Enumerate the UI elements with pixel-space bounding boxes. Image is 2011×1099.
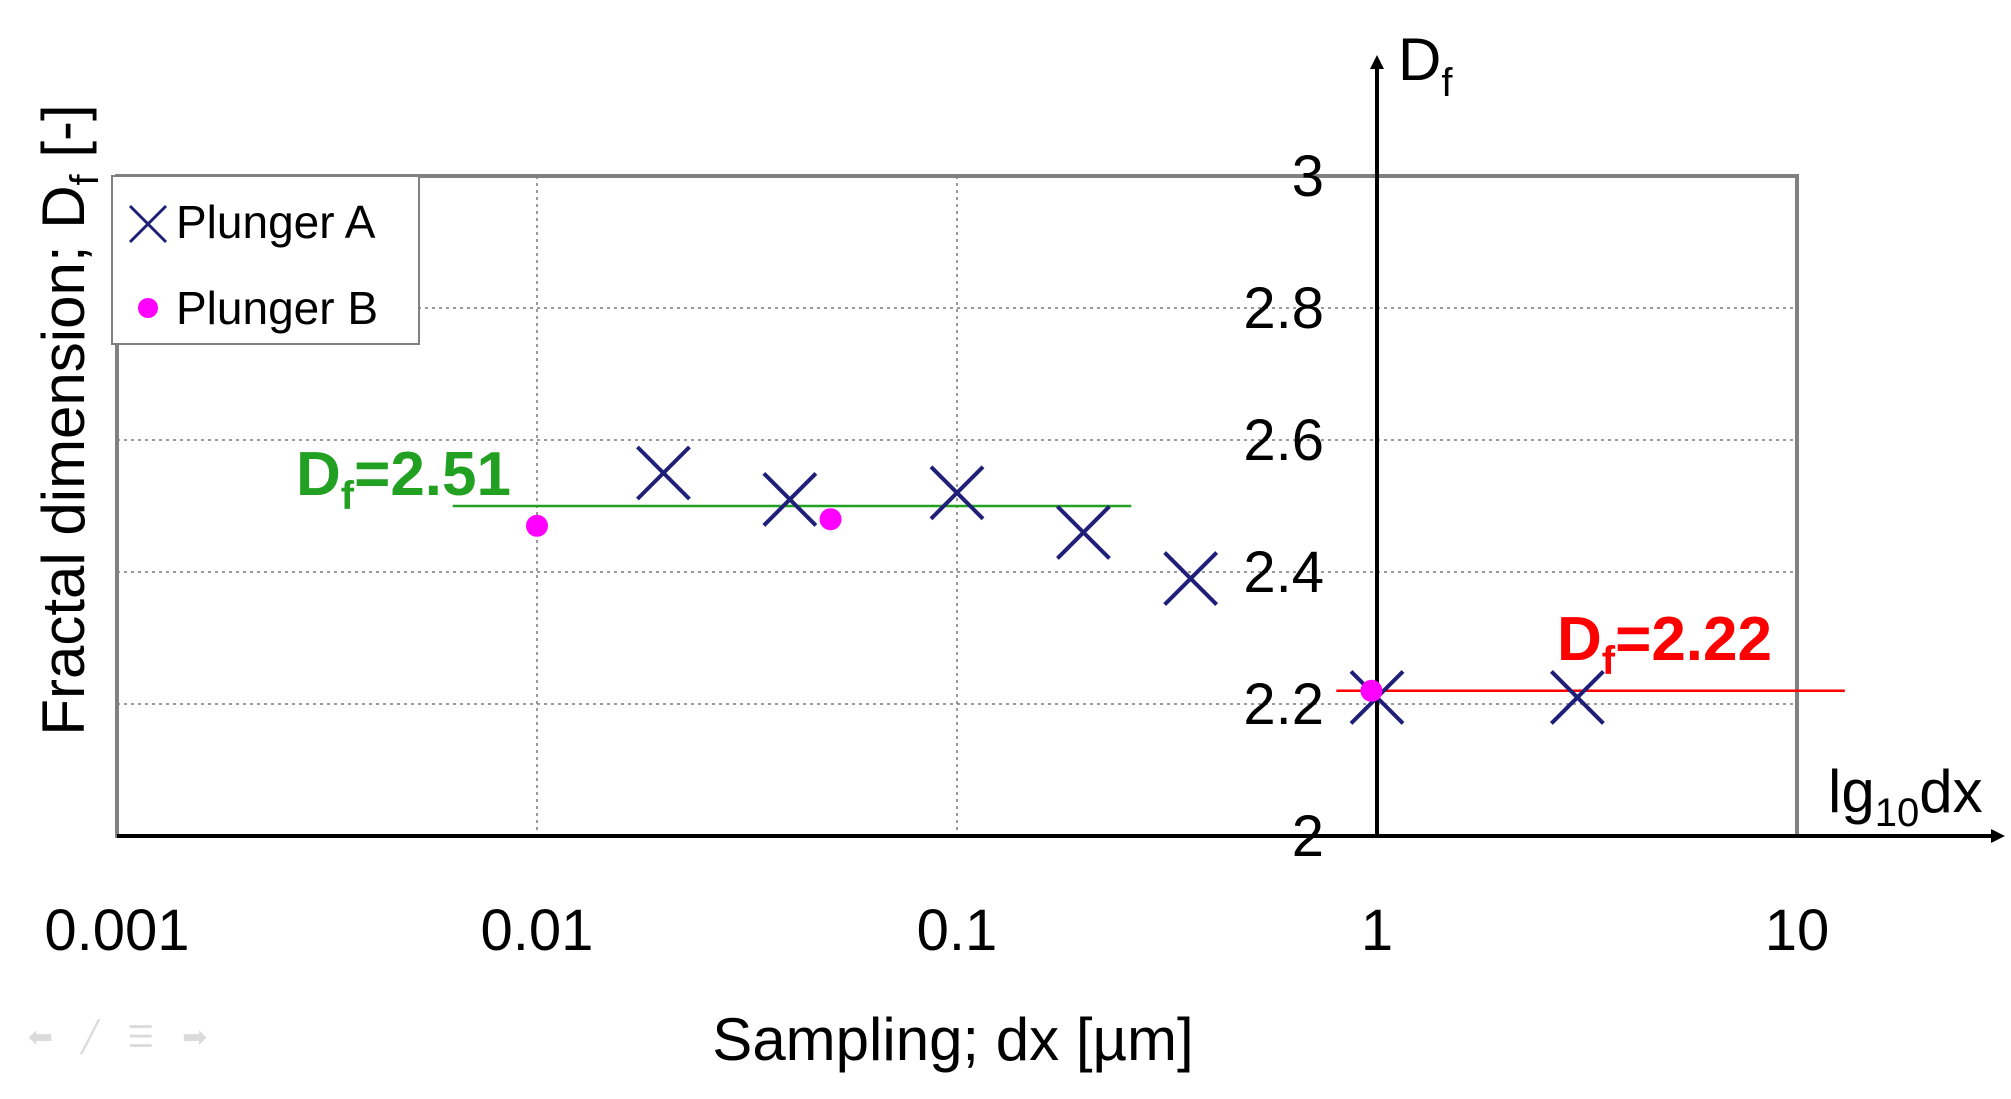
inner-y-axis-label: Df	[1398, 26, 1453, 105]
legend-label-plunger-a: Plunger A	[176, 196, 376, 248]
plunger-a-point	[1056, 504, 1111, 560]
plunger-a-point	[636, 445, 691, 501]
y-tick-label: 2.8	[1243, 276, 1324, 341]
pen-icon[interactable]: ╱	[81, 1020, 100, 1055]
legend-box	[111, 175, 420, 345]
y-tick-label: 2.4	[1243, 540, 1324, 605]
plunger-b-point	[526, 514, 548, 537]
x-tick-labels: 0.001 0.01 0.1 1 10	[44, 898, 1829, 963]
arrow-right-icon[interactable]: ➡	[182, 1020, 208, 1055]
df-annotation-2-51: Df=2.51	[296, 440, 511, 518]
arrow-left-icon[interactable]: ⬅	[28, 1020, 54, 1055]
legend-marker-plunger-b	[138, 298, 158, 318]
plunger-a-point	[762, 471, 818, 527]
x-tick-label: 0.01	[481, 898, 594, 963]
y-axis-title: Fractal dimension; Df [-]	[30, 104, 107, 735]
y-tick-label: 2.2	[1243, 672, 1324, 737]
menu-icon[interactable]: ☰	[127, 1020, 155, 1055]
reference-lines	[452, 504, 1845, 693]
x-tick-label: 10	[1765, 898, 1830, 963]
y-tick-label: 3	[1292, 144, 1324, 209]
df-annotation-2-22: Df=2.22	[1557, 605, 1772, 683]
y-tick-labels: 2 2.2 2.4 2.6 2.8 3	[1243, 144, 1324, 869]
x-axis-title: Sampling; dx [µm]	[712, 1006, 1193, 1073]
plunger-a-point	[1163, 551, 1219, 607]
legend-marker-plunger-a	[128, 204, 168, 244]
plunger-a-point	[929, 465, 985, 521]
legend-label-plunger-b: Plunger B	[176, 282, 378, 334]
x-tick-label: 1	[1361, 898, 1393, 963]
x-tick-label: 0.001	[44, 898, 189, 963]
plunger-b-point	[1360, 679, 1383, 702]
legend: Plunger A Plunger B	[111, 175, 420, 345]
data-points	[526, 445, 1605, 725]
plunger-a-point	[1549, 669, 1605, 725]
inner-x-axis-label: lg10dx	[1828, 758, 1983, 835]
plunger-b-point	[819, 508, 842, 531]
y-tick-label: 2.6	[1243, 408, 1324, 473]
y-tick-label: 2	[1292, 804, 1324, 869]
slide-controls: ⬅ ╱ ☰ ➡	[28, 1020, 207, 1055]
x-tick-label: 0.1	[917, 898, 998, 963]
